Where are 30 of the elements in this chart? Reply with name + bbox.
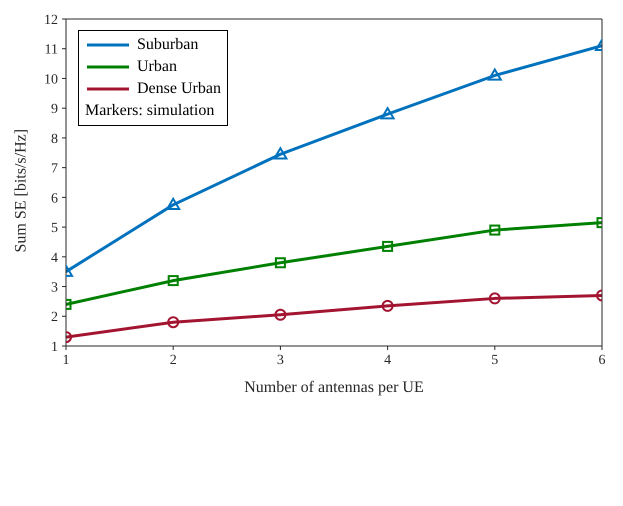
point [274,308,286,321]
x-tick-label: 1 [62,352,70,368]
y-tick-label: 4 [51,250,58,266]
point [273,147,288,160]
x-tick-label: 4 [384,352,392,368]
y-axis-title: Sum SE [bits/s/Hz] [12,128,30,252]
x-tick-label: 6 [598,352,606,368]
y-tick-label: 6 [51,191,58,206]
x-tick-label: 3 [276,352,284,368]
x-tick-label: 2 [170,352,177,368]
y-tick-label: 8 [51,132,58,147]
point [382,300,394,312]
y-tick-label: 2 [51,310,58,326]
point [382,240,394,252]
legend-label: Suburban [137,36,198,54]
y-tick-label: 9 [51,102,58,118]
point [380,107,395,120]
y-tick-label: 7 [51,162,58,177]
legend-label: Dense Urban [137,80,221,98]
y-tick-label: 11 [44,42,58,58]
x-axis-title: Number of antennas per UE [244,379,424,396]
y-tick-label: 5 [51,221,58,236]
y-tick-label: 12 [44,12,58,28]
x-tick-label: 5 [491,352,498,368]
annotation: Markers: simulation [85,101,216,121]
point [274,257,286,268]
y-tick-label: 10 [44,72,58,88]
y-tick-label: 3 [51,280,58,296]
y-tick-label: 1 [51,340,58,355]
legend-label: Urban [137,58,177,76]
